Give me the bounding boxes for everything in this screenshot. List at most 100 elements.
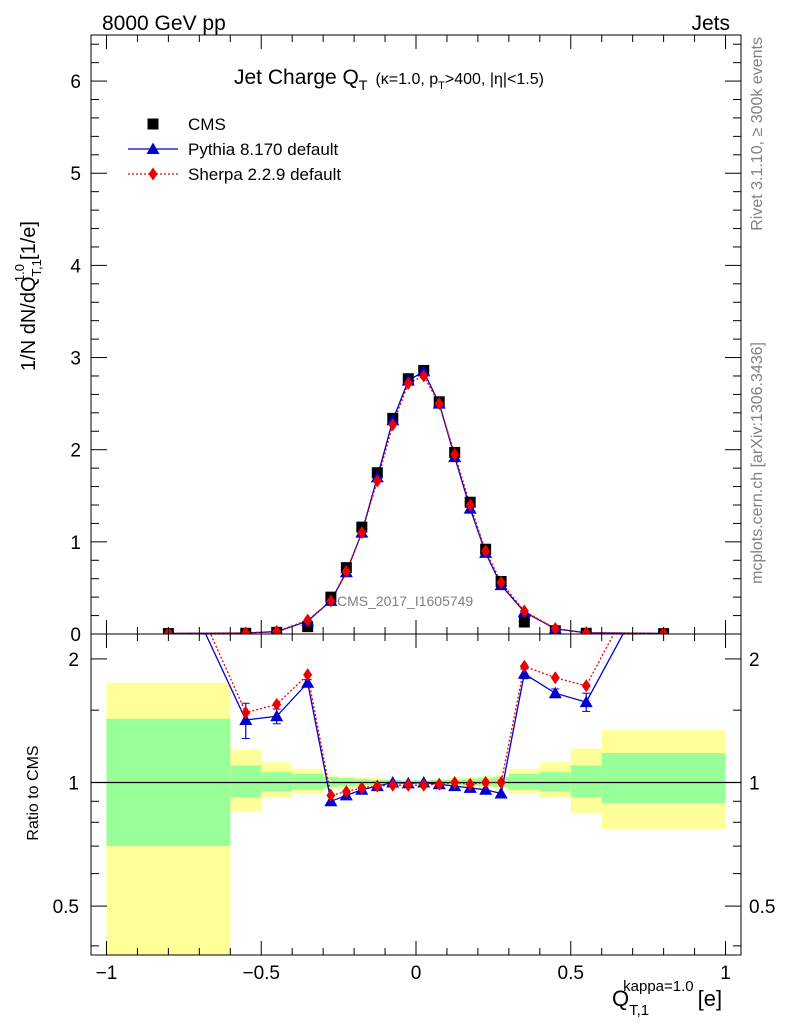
ratio-point-0-19 [657, 553, 670, 565]
legend-label-0: CMS [188, 115, 226, 134]
header-right: Jets [691, 12, 730, 35]
ratio-point-0-0 [162, 548, 175, 560]
main-point-2-16 [519, 604, 529, 618]
main-ylabel: 1/N dN/dQT,11.0 [1/e] [12, 221, 44, 371]
legend-marker-1 [146, 142, 160, 154]
main-point-2-13 [465, 498, 475, 512]
ratio-ytick-label-right-0: 0.5 [749, 897, 775, 918]
main-point-2-14 [481, 544, 491, 558]
ratio-band-inner-2 [261, 772, 293, 792]
main-point-2-18 [581, 626, 591, 634]
title-cond: (κ=1.0, p [375, 71, 438, 88]
ratio-ytick-label-left-1: 1 [68, 773, 79, 794]
ratio-panel-series [162, 533, 670, 807]
header-left: 8000 GeV pp [102, 12, 226, 35]
main-point-2-1 [241, 626, 251, 634]
ratio-xtick-label-1: −0.5 [242, 963, 280, 984]
ratio-band-inner-17 [539, 772, 571, 792]
ratio-band-inner-3 [292, 773, 324, 790]
ratio-point-0-14 [479, 783, 493, 795]
ratio-line-0 [204, 634, 624, 803]
main-ylabel-sup: 1.0 [12, 264, 27, 282]
rivet-label: Rivet 3.1.10, ≥ 300k events [749, 37, 766, 231]
ratio-point-0-1 [239, 713, 253, 725]
ratio-point-1-17 [550, 671, 560, 685]
main-point-2-4 [326, 594, 336, 608]
main-ylabel-text: 1/N dN/dQ [18, 276, 40, 370]
main-point-2-17 [550, 621, 560, 634]
ratio-point-0-16 [517, 667, 531, 679]
chart-title: Jet Charge QT (κ=1.0, pT>400, |η|<1.5) [234, 66, 544, 93]
ratio-xtick-label-0: −1 [96, 963, 118, 984]
xlabel-sup: kappa=1.0 [623, 978, 693, 995]
ratio-line-1 [209, 634, 615, 797]
main-ylabel-unit: [1/e] [18, 221, 40, 260]
main-ylabel-sub: T,1 [29, 259, 44, 276]
ratio-point-1-10 [419, 778, 429, 792]
title-main-sub: T [359, 77, 368, 93]
legend-marker-2 [148, 167, 158, 181]
ratio-point-1-14 [481, 775, 491, 789]
main-point-2-9 [403, 376, 413, 390]
ratio-ytick-label-right-2: 2 [749, 650, 760, 671]
main-point-2-10 [419, 369, 429, 383]
ratio-point-1-6 [357, 781, 367, 795]
ratio-point-1-9 [403, 778, 413, 792]
xlabel-sub: T,1 [629, 1002, 649, 1019]
ratio-point-1-15 [496, 775, 506, 789]
main-ytick-label-4: 4 [70, 256, 81, 277]
ratio-point-0-3 [301, 676, 315, 688]
ratio-point-0-17 [548, 686, 562, 699]
ratio-band-inner-16 [508, 773, 540, 790]
ratio-point-1-4 [326, 788, 336, 802]
main-panel-axes: 0 1 2 3 4 5 6 [70, 34, 742, 646]
ratio-point-1-16 [519, 659, 529, 673]
analysis-id: CMS_2017_I1605749 [337, 593, 473, 609]
ratio-point-1-19 [659, 533, 668, 546]
ratio-point-0-2 [270, 709, 284, 722]
main-point-2-7 [372, 474, 382, 488]
ratio-point-1-18 [581, 679, 591, 693]
ratio-band-inner-18 [570, 765, 602, 798]
ratio-point-1-2 [272, 697, 282, 711]
ratio-point-1-1 [241, 706, 251, 720]
xlabel-text: Q [612, 986, 629, 1011]
main-point-2-12 [450, 447, 460, 461]
main-ytick-label-1: 1 [70, 533, 81, 554]
ratio-ytick-label-left-2: 2 [68, 650, 79, 671]
main-ytick-label-2: 2 [70, 441, 81, 462]
main-ytick-label-5: 5 [70, 164, 81, 185]
main-point-2-3 [303, 613, 313, 627]
main-point-2-2 [272, 624, 282, 634]
main-ytick-label-0: 0 [70, 625, 81, 646]
mcplots-label: mcplots.cern.ch [arXiv:1306.3436] [749, 342, 766, 584]
title-cond-sub: T [438, 80, 445, 92]
ratio-point-1-12 [450, 775, 460, 789]
ratio-band-inner-19 [601, 752, 726, 804]
ratio-panel-bands [91, 682, 741, 955]
main-point-2-5 [341, 564, 351, 578]
main-point-0-16 [518, 616, 530, 628]
xlabel: QT,1 kappa=1.0 [e] [612, 978, 722, 1019]
ratio-xtick-label-2: 0 [411, 963, 422, 984]
ratio-point-1-13 [465, 777, 475, 791]
legend-label-1: Pythia 8.170 default [188, 140, 339, 159]
title-cond-rest: >400, |η|<1.5) [445, 71, 544, 88]
ratio-point-1-11 [434, 777, 444, 791]
ratio-point-1-3 [303, 668, 313, 682]
main-point-2-6 [357, 526, 367, 540]
legend-marker-0 [147, 118, 159, 130]
ratio-ylabel: Ratio to CMS [25, 745, 42, 840]
ratio-point-1-0 [164, 533, 173, 546]
main-point-2-15 [496, 575, 506, 589]
main-point-2-11 [434, 397, 444, 411]
legend-label-2: Sherpa 2.2.9 default [188, 165, 341, 184]
main-ytick-label-3: 3 [70, 349, 81, 370]
title-main: Jet Charge Q [234, 66, 359, 89]
ratio-point-1-5 [341, 785, 351, 799]
xlabel-unit: [e] [698, 986, 722, 1011]
main-panel-series [162, 364, 670, 634]
ratio-panel-axes: 0.5 0.5 1 1 2 2 −1 −0.5 0 0.5 1 [53, 633, 775, 984]
ratio-point-1-7 [372, 779, 382, 793]
